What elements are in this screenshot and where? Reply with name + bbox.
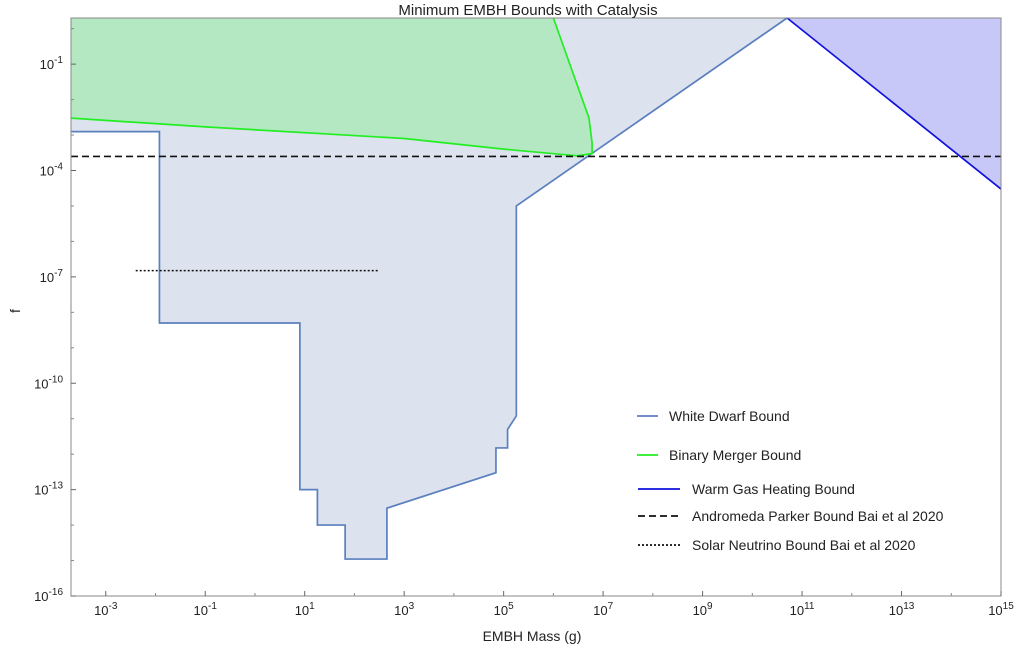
x-tick-label: 101 [295, 601, 315, 618]
y-tick-label: 10-1 [40, 55, 64, 72]
legend: White Dwarf Bound Binary Merger Bound Warm… [637, 408, 944, 553]
x-tick-label: 109 [693, 601, 713, 618]
chart-title: Minimum EMBH Bounds with Catalysis [398, 2, 657, 19]
series-lines [70, 17, 1002, 560]
x-tick-label: 10-1 [194, 601, 218, 618]
x-axis-ticks: 10-3 10-1 101 103 105 107 109 1011 1013 1015 [94, 591, 1014, 618]
x-tick-label: 103 [394, 601, 414, 618]
y-tick-label: 10-4 [40, 162, 64, 179]
y-tick-label: 10-13 [34, 481, 63, 498]
x-tick-label: 1015 [988, 601, 1014, 618]
x-axis-label: EMBH Mass (g) [483, 628, 582, 644]
line-warm-gas-heating-bound [786, 17, 1002, 190]
legend-label: White Dwarf Bound [669, 408, 790, 424]
x-tick-label: 107 [593, 601, 613, 618]
line-white-dwarf-bound [71, 17, 788, 560]
y-tick-label: 10-10 [34, 374, 63, 391]
x-tick-label: 10-3 [94, 601, 118, 618]
x-tick-label: 1013 [889, 601, 915, 618]
plot-frame [70, 17, 1002, 597]
y-axis-ticks: 10-16 10-13 10-10 10-7 10-4 10-1 [34, 28, 76, 604]
y-tick-label: 10-16 [34, 587, 63, 604]
region-fills [71, 18, 1001, 560]
legend-label: Andromeda Parker Bound Bai et al 2020 [692, 508, 944, 524]
fill-binary-merger-bound [71, 18, 593, 156]
x-tick-label: 105 [494, 601, 514, 618]
fill-white-dwarf-bound [71, 18, 788, 560]
x-tick-label: 1011 [790, 601, 815, 618]
legend-label: Binary Merger Bound [669, 447, 801, 463]
legend-label: Solar Neutrino Bound Bai et al 2020 [692, 537, 916, 553]
y-tick-label: 10-7 [40, 268, 64, 285]
legend-label: Warm Gas Heating Bound [692, 481, 855, 497]
y-axis-label: f [7, 309, 23, 313]
